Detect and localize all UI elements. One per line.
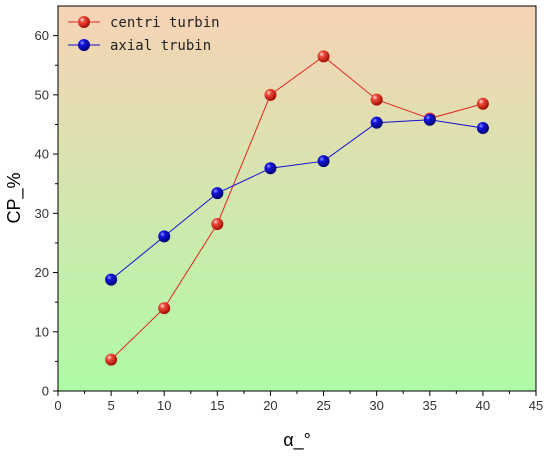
y-tick-label: 50: [35, 87, 49, 102]
x-tick-label: 35: [423, 398, 437, 413]
axes: 0 5 10 15 20 25 30 35 40 45 0 10 20 30 40 50 60: [35, 5, 543, 413]
x-axis-title: α_°: [283, 430, 311, 451]
series-line-axial-trubin: [110, 119, 483, 281]
y-tick-label: 0: [42, 384, 49, 399]
series-axial-trubin: [105, 113, 489, 286]
x-tick-label: 20: [263, 398, 277, 413]
legend-label-centri-turbin: centri turbin: [110, 15, 220, 31]
x-tick-label: 5: [107, 398, 114, 413]
data-point-axial-trubin: [211, 187, 224, 200]
y-axis-title: CP_%: [4, 172, 25, 223]
data-point-centri-turbin: [317, 50, 330, 63]
legend-label-axial-trubin: axial trubin: [110, 38, 211, 54]
y-tick-label: 10: [35, 324, 49, 339]
data-point-centri-turbin: [476, 97, 489, 110]
data-point-axial-trubin: [317, 155, 330, 168]
data-point-centri-turbin: [105, 353, 118, 366]
series-layer: [105, 50, 489, 366]
data-point-centri-turbin: [158, 302, 171, 315]
data-point-axial-trubin: [105, 273, 118, 286]
data-point-axial-trubin: [370, 116, 383, 129]
x-tick-label: 30: [369, 398, 383, 413]
data-point-centri-turbin: [370, 93, 383, 106]
x-tick-label: 25: [316, 398, 330, 413]
series-line-centri-turbin: [110, 55, 484, 360]
x-tick-label: 10: [157, 398, 171, 413]
legend: centri turbin axial trubin: [68, 15, 220, 54]
x-tick-label: 0: [54, 398, 61, 413]
y-tick-label: 30: [35, 206, 49, 221]
legend-marker-centri-turbin: [78, 16, 90, 28]
data-point-axial-trubin: [423, 113, 436, 126]
y-tick-label: 40: [35, 147, 49, 162]
x-tick-label: 15: [210, 398, 224, 413]
data-point-axial-trubin: [158, 230, 171, 243]
x-tick-label: 45: [529, 398, 543, 413]
data-point-axial-trubin: [476, 122, 489, 135]
y-tick-label: 20: [35, 265, 49, 280]
y-tick-label: 60: [35, 28, 49, 43]
legend-marker-axial-trubin: [78, 39, 90, 51]
x-tick-label: 40: [476, 398, 490, 413]
data-point-centri-turbin: [264, 88, 277, 101]
plot-background: [58, 6, 536, 391]
data-point-centri-turbin: [211, 217, 224, 230]
data-point-axial-trubin: [264, 162, 277, 175]
